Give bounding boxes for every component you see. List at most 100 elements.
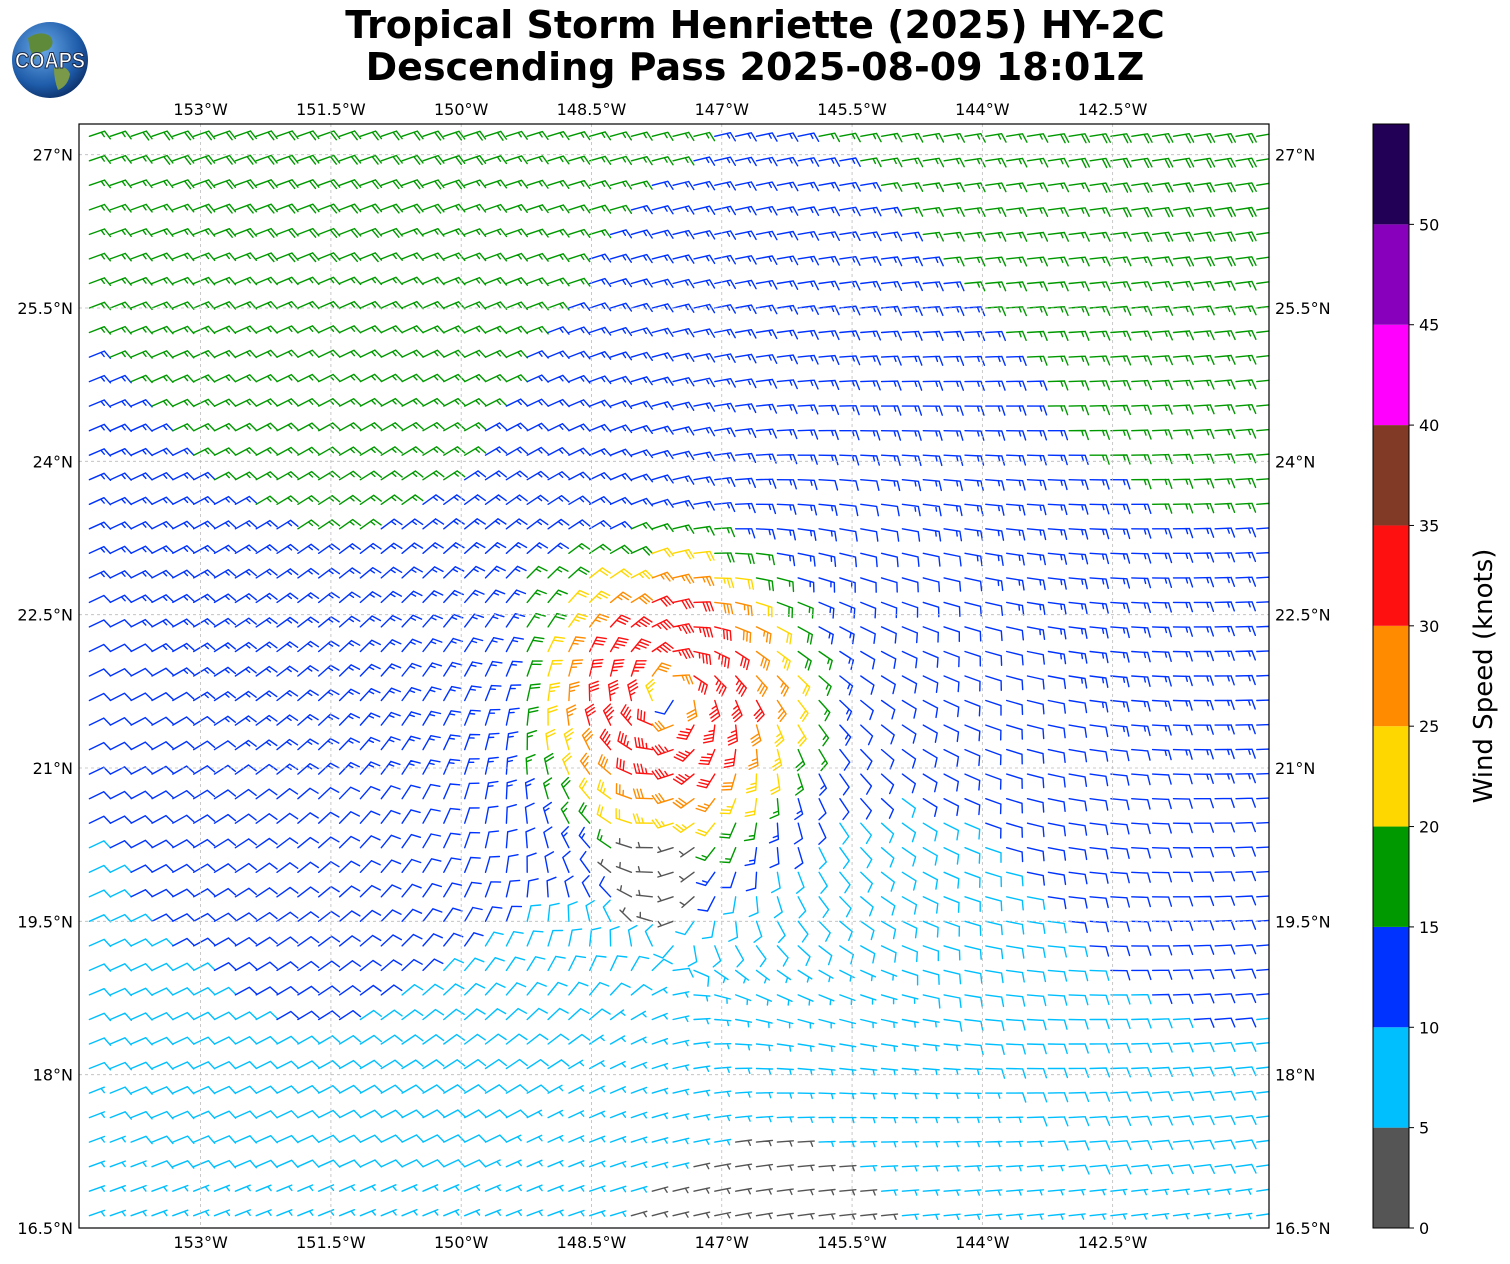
wind-barb bbox=[401, 590, 423, 604]
wind-barb bbox=[380, 1034, 403, 1045]
wind-barb bbox=[1235, 993, 1257, 1004]
wind-barb bbox=[422, 203, 445, 214]
wind-barb bbox=[714, 477, 736, 487]
wind-barb bbox=[1110, 133, 1132, 144]
wind-barb bbox=[318, 1010, 341, 1021]
wind-barb bbox=[338, 639, 361, 653]
wind-barb bbox=[1193, 1139, 1215, 1150]
wind-barb bbox=[797, 650, 812, 671]
wind-barb bbox=[776, 156, 799, 167]
wind-barb bbox=[505, 1109, 529, 1119]
wind-barb bbox=[88, 963, 112, 972]
wind-barb bbox=[484, 1109, 508, 1119]
wind-barb bbox=[922, 1165, 940, 1172]
wind-barb bbox=[1193, 1212, 1211, 1220]
wind-barb bbox=[380, 736, 401, 751]
wind-barb bbox=[568, 636, 586, 653]
wind-barb bbox=[609, 544, 633, 555]
wind-barb bbox=[1131, 699, 1151, 712]
wind-barb bbox=[318, 1109, 341, 1119]
wind-barb bbox=[1006, 699, 1024, 716]
wind-barb bbox=[1235, 132, 1257, 144]
wind-barb bbox=[193, 1135, 216, 1144]
wind-barb bbox=[714, 527, 736, 538]
wind-barb bbox=[609, 1210, 627, 1217]
wind-barb bbox=[130, 325, 153, 335]
wind-barb bbox=[1047, 479, 1068, 491]
wind-barb bbox=[297, 130, 320, 141]
wind-barb bbox=[1256, 158, 1269, 162]
wind-barb bbox=[401, 1009, 424, 1021]
wind-barb bbox=[1089, 1067, 1111, 1078]
wind-barb bbox=[359, 567, 382, 579]
wind-barb bbox=[255, 1209, 272, 1217]
wind-barb bbox=[568, 589, 589, 604]
wind-barb bbox=[130, 741, 153, 751]
wind-barb bbox=[484, 374, 508, 383]
wind-barb bbox=[560, 801, 570, 824]
wind-barb bbox=[1172, 305, 1194, 316]
wind-barb bbox=[1214, 157, 1236, 168]
wind-barb bbox=[1193, 379, 1215, 390]
wind-barb bbox=[922, 454, 943, 467]
wind-barb bbox=[1235, 182, 1257, 193]
wind-barb bbox=[193, 1085, 216, 1095]
wind-barb bbox=[151, 938, 174, 947]
wind-barb bbox=[568, 1110, 585, 1119]
wind-barb bbox=[318, 836, 340, 849]
wind-barb bbox=[151, 790, 174, 800]
wind-barb bbox=[172, 913, 195, 922]
wind-barb bbox=[1172, 231, 1195, 242]
wind-barb bbox=[1047, 330, 1069, 341]
wind-barb bbox=[1131, 503, 1152, 514]
wind-barb bbox=[1193, 969, 1215, 980]
wind-barb bbox=[568, 180, 591, 190]
wind-barb bbox=[464, 733, 481, 751]
wind-barb bbox=[88, 988, 112, 997]
wind-barb bbox=[213, 325, 237, 334]
wind-barb bbox=[172, 814, 195, 824]
wind-barb bbox=[1006, 920, 1025, 935]
wind-barb bbox=[964, 896, 981, 912]
wind-barb bbox=[443, 932, 464, 947]
wind-barb bbox=[985, 773, 1002, 790]
lat-tick-label-left: 21°N bbox=[33, 759, 73, 778]
wind-barb bbox=[484, 325, 508, 335]
wind-barb bbox=[609, 955, 628, 972]
wind-barb bbox=[130, 889, 153, 898]
wind-barb bbox=[443, 1209, 460, 1217]
wind-barb bbox=[568, 1135, 585, 1143]
wind-barb bbox=[1214, 379, 1236, 390]
wind-barb bbox=[797, 280, 819, 291]
wind-barb bbox=[1026, 773, 1045, 789]
wind-barb bbox=[401, 760, 421, 775]
wind-barb bbox=[151, 1012, 174, 1021]
wind-barb bbox=[818, 994, 835, 1006]
wind-barb bbox=[818, 404, 840, 415]
wind-barb bbox=[589, 277, 612, 287]
wind-barb bbox=[1193, 182, 1216, 193]
wind-barb bbox=[318, 737, 340, 751]
wind-barb bbox=[562, 850, 571, 873]
wind-barb bbox=[651, 450, 674, 460]
wind-barb bbox=[1047, 847, 1067, 861]
wind-barb bbox=[464, 932, 484, 947]
wind-barb bbox=[547, 326, 570, 335]
wind-barb bbox=[1151, 552, 1173, 564]
wind-barb bbox=[255, 179, 278, 190]
wind-barb bbox=[985, 748, 1002, 766]
wind-barb bbox=[380, 1059, 403, 1070]
wind-barb bbox=[526, 204, 549, 214]
wind-barb bbox=[1256, 919, 1269, 922]
wind-barb bbox=[526, 422, 549, 432]
wind-barb bbox=[234, 788, 257, 800]
wind-barb bbox=[359, 1034, 382, 1045]
wind-barb bbox=[735, 994, 752, 1006]
wind-barb bbox=[985, 896, 1003, 912]
wind-barb bbox=[338, 835, 361, 849]
wind-barb bbox=[88, 840, 112, 849]
wind-barb bbox=[922, 207, 944, 217]
wind-barb bbox=[1110, 182, 1132, 193]
wind-barb bbox=[130, 790, 153, 800]
wind-barb bbox=[318, 1159, 341, 1168]
